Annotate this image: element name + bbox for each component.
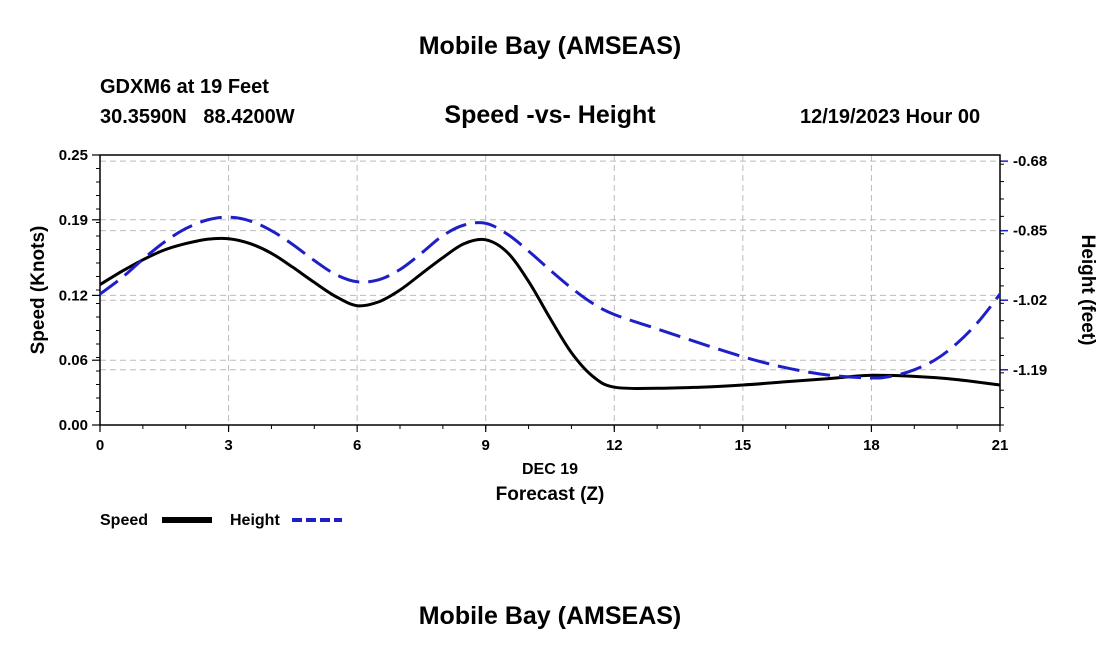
legend-speed-label: Speed <box>100 512 148 529</box>
y-tick-label: 0.00 <box>59 417 88 434</box>
main-title: Mobile Bay (AMSEAS) <box>418 32 682 60</box>
chart-title: Speed -vs- Height <box>444 101 656 129</box>
station-label: GDXM6 at 19 Feet <box>100 76 269 98</box>
station-coordinates: 30.3590N 88.4200W <box>100 106 295 128</box>
x-tick-label: 21 <box>992 437 1009 454</box>
x-tick-label: 15 <box>735 437 752 454</box>
data-series <box>99 215 1002 390</box>
x-tick-label: 12 <box>606 437 623 454</box>
series-line-speed <box>99 236 1001 390</box>
y-tick-label: 0.19 <box>59 212 88 229</box>
x-tick-label: 3 <box>224 437 232 454</box>
plot-frame <box>99 154 1001 426</box>
y-tick-label: 0.25 <box>59 147 88 164</box>
y2-axis-title: Height (feet) <box>1077 235 1098 346</box>
legend: Speed Height <box>100 512 342 529</box>
y-tick-label: 0.06 <box>59 352 88 369</box>
axis-ticks <box>92 154 1008 432</box>
y-tick-label: 0.12 <box>59 287 88 304</box>
series-line-height <box>99 215 1002 380</box>
y-axis-title: Speed (Knots) <box>28 226 49 355</box>
axis-labels: 0 3 6 9 12 15 18 21 0.00 0.06 0.12 0.19 0.25 -0.68 -0.… <box>28 147 1098 505</box>
y2-tick-label: -0.68 <box>1013 153 1047 170</box>
x-tick-label: 0 <box>96 437 104 454</box>
legend-height-label: Height <box>230 512 280 529</box>
forecast-datetime: 12/19/2023 Hour 00 <box>800 106 981 128</box>
footer-title: Mobile Bay (AMSEAS) <box>418 602 682 630</box>
x-tick-label: 9 <box>482 437 490 454</box>
y2-tick-label: -1.19 <box>1013 362 1047 379</box>
y2-tick-label: -0.85 <box>1013 223 1047 240</box>
grid-lines <box>100 154 1000 425</box>
x-tick-label: 18 <box>863 437 880 454</box>
y2-tick-label: -1.02 <box>1013 292 1047 309</box>
x-tick-label: 6 <box>353 437 361 454</box>
x-axis-date: DEC 19 <box>522 461 578 478</box>
x-axis-title: Forecast (Z) <box>496 484 605 505</box>
